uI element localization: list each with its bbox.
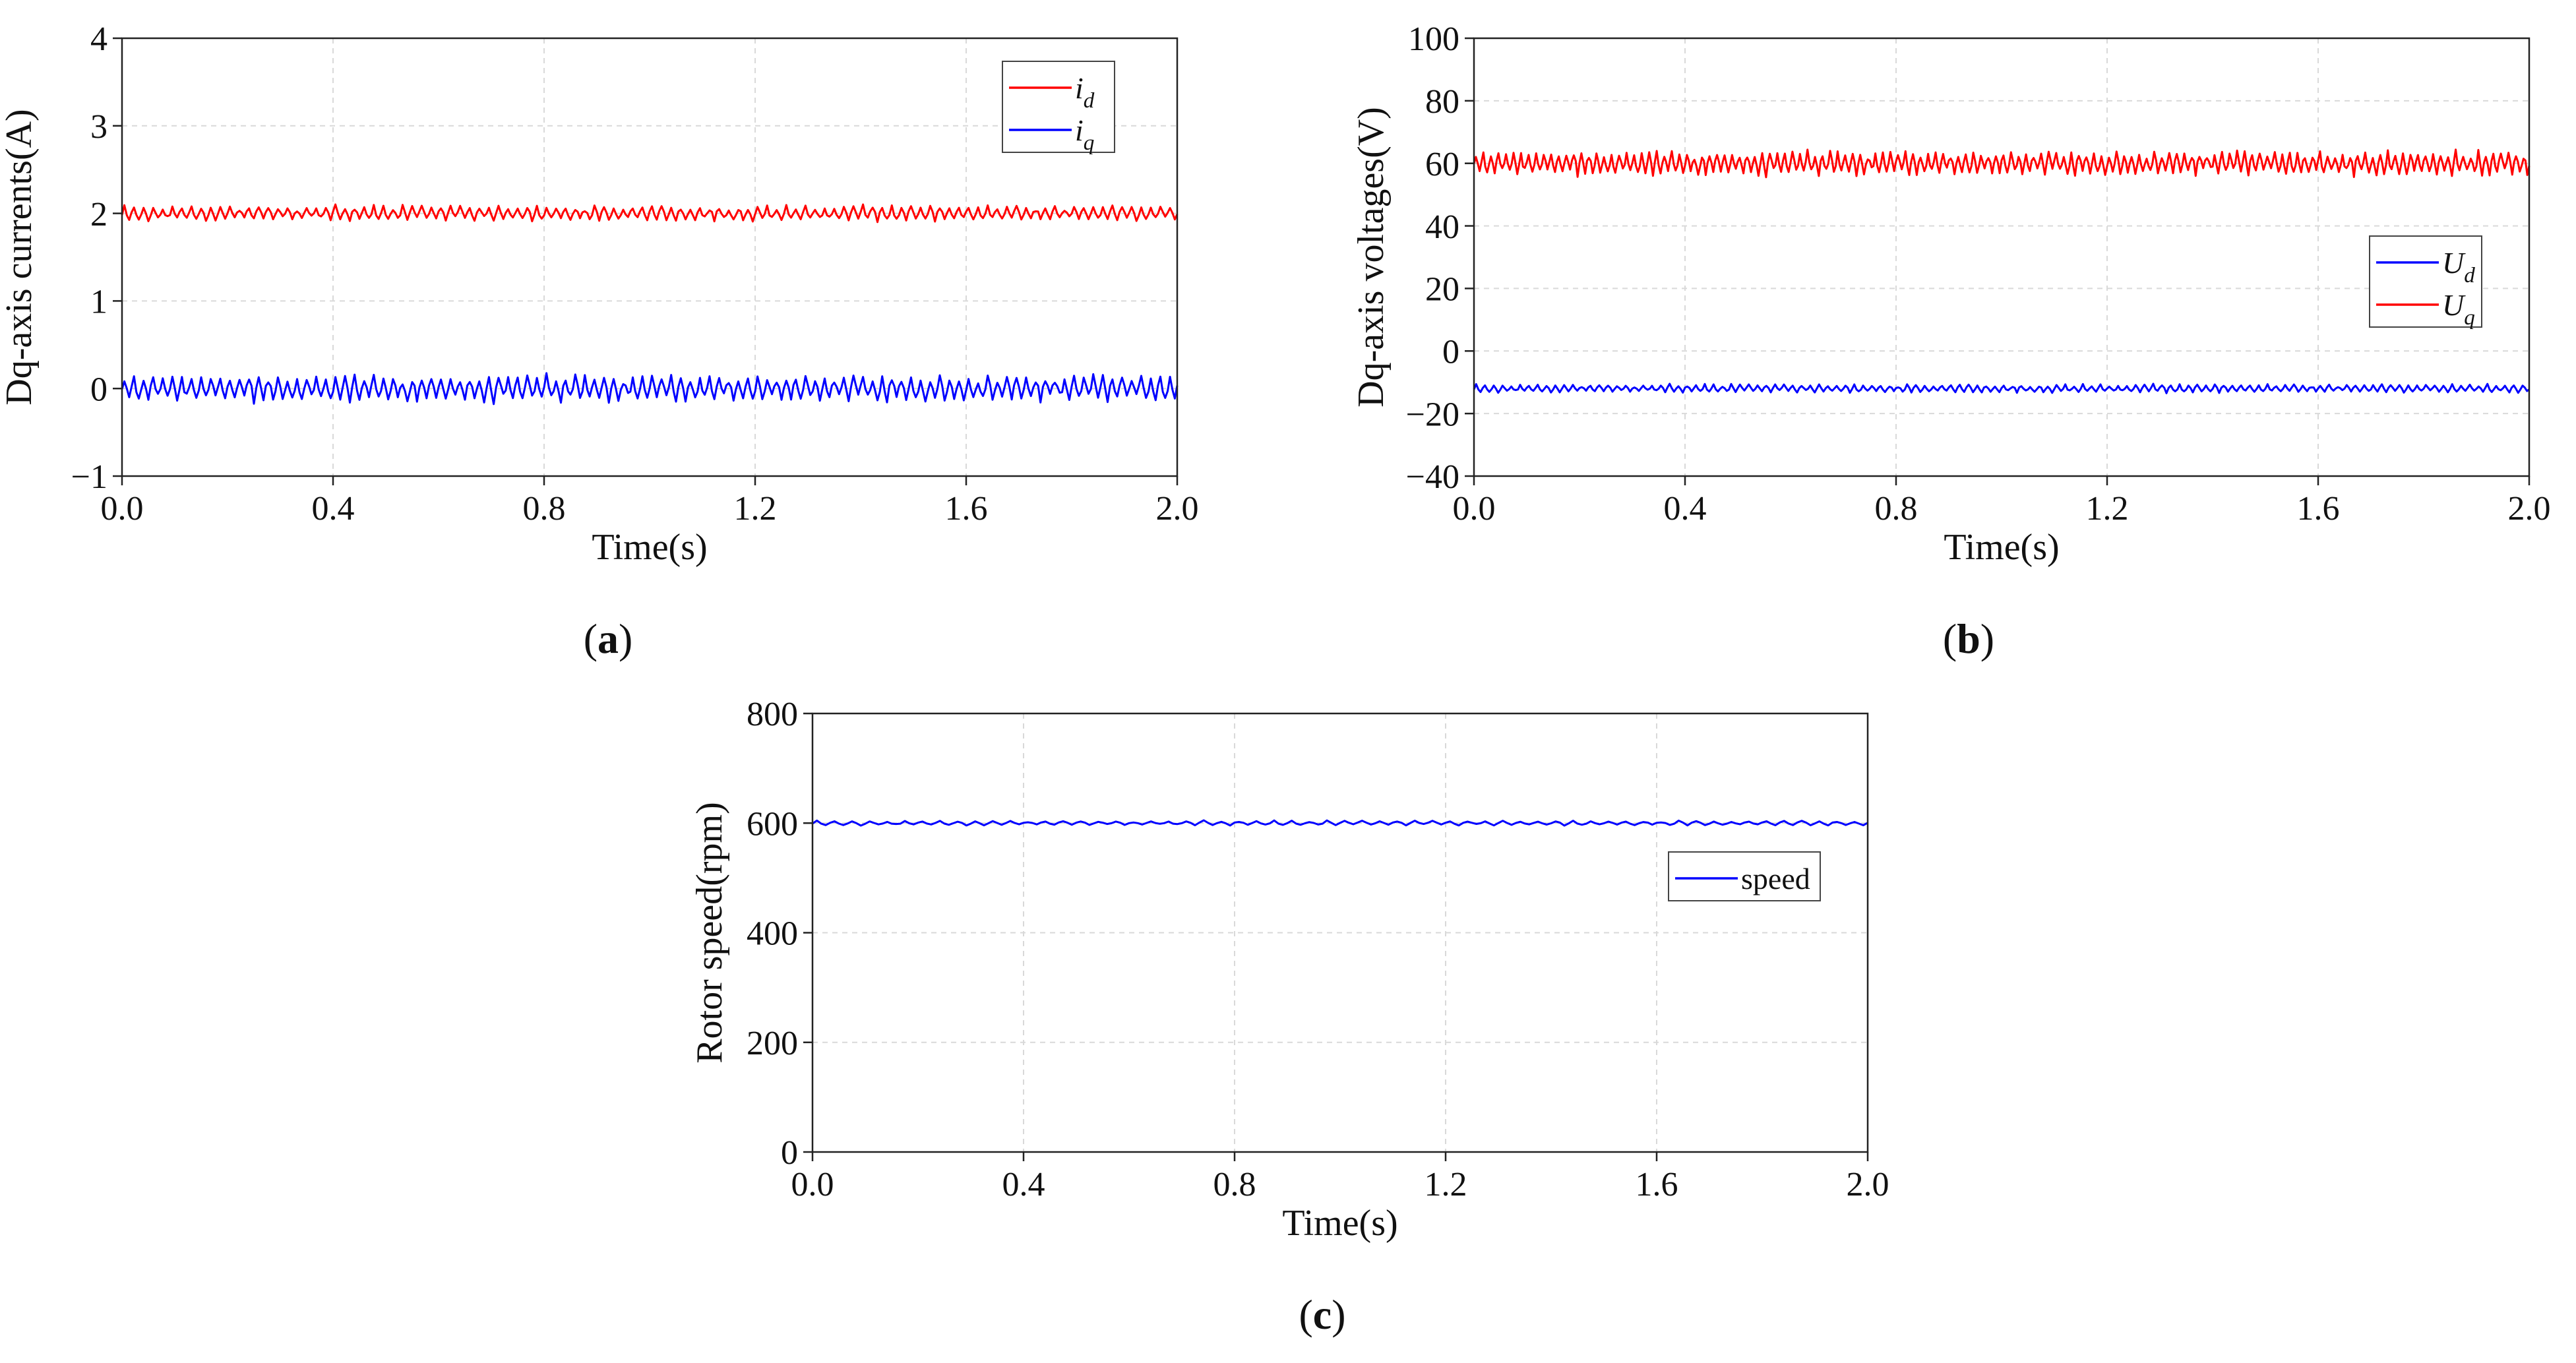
caption-paren: ( <box>1943 615 1957 662</box>
panel-c-speed-chart: 0.0 0.4 0.8 1.2 1.6 2.0 0 200 400 600 800 Time(s)… <box>689 696 1889 1338</box>
caption-letter: b <box>1957 615 1980 662</box>
panel-c-x-tick-label: 1.6 <box>1636 1166 1678 1203</box>
panel-b-y-tick-label: 40 <box>1425 208 1459 246</box>
panel-b-x-tick-label: 1.6 <box>2297 490 2340 528</box>
panel-b-y-tick-label: 20 <box>1425 271 1459 309</box>
panel-b-legend-label-U-d: Ud <box>2442 246 2475 288</box>
panel-a-y-tick-label: 0 <box>90 371 107 408</box>
panel-c-y-tick-label: 800 <box>747 696 798 733</box>
panel-b-voltage-chart: 0.0 0.4 0.8 1.2 1.6 2.0 −40 −20 0 20 40 60 80 100 Ti… <box>1351 20 2551 662</box>
panel-a-x-tick-label: 1.2 <box>734 490 777 528</box>
legend-label-subscript: q <box>2464 305 2475 330</box>
panel-c-x-tick-label: 0.4 <box>1002 1166 1045 1203</box>
panel-a-x-tick-label: 0.8 <box>523 490 566 528</box>
panel-b-x-tick-label: 1.2 <box>2086 490 2129 528</box>
panel-c-caption: (c) <box>1299 1291 1345 1338</box>
panel-a-y-tick-label: −1 <box>71 458 107 496</box>
panel-c-x-tick-label: 1.2 <box>1425 1166 1467 1203</box>
panel-b-y-tick-label: 0 <box>1442 333 1459 371</box>
panel-b-y-axis-label: Dq-axis voltages(V) <box>1351 107 1392 408</box>
panel-c-legend-box <box>1668 851 1821 901</box>
legend-label-main: i <box>1075 113 1084 147</box>
panel-c-y-tick-label: 200 <box>747 1025 798 1062</box>
panel-c-legend: speed <box>1668 851 1821 901</box>
panel-c-y-axis-label: Rotor speed(rpm) <box>689 802 730 1064</box>
panel-a-plot-frame <box>121 37 1179 477</box>
caption-letter: a <box>598 615 619 662</box>
panel-a-x-tick-label: 0.4 <box>312 490 355 528</box>
legend-label-main: U <box>2442 246 2466 280</box>
panel-a-legend-label-i-q: iq <box>1075 113 1094 155</box>
panel-a-x-ticks: 0.0 0.4 0.8 1.2 1.6 2.0 <box>101 476 1199 528</box>
panel-a-x-tick-label: 0.0 <box>101 490 144 528</box>
panel-c-x-tick-label: 0.0 <box>791 1166 834 1203</box>
panel-a-series-line-i-q <box>121 372 1179 406</box>
panel-c-y-tick-label: 600 <box>747 805 798 843</box>
legend-label-subscript: d <box>1084 88 1095 113</box>
panel-c-x-axis-label: Time(s) <box>1282 1203 1397 1244</box>
caption-paren: ) <box>1980 615 1994 662</box>
panel-b-y-tick-label: −20 <box>1406 396 1459 433</box>
panel-c-y-ticks: 0 200 400 600 800 <box>747 696 813 1172</box>
legend-label-subscript: d <box>2464 263 2475 288</box>
panel-c-x-ticks: 0.0 0.4 0.8 1.2 1.6 2.0 <box>791 1152 1889 1203</box>
legend-label-main: i <box>1075 71 1084 105</box>
panel-b-series <box>1473 148 2530 394</box>
panel-a-legend-label-i-d: id <box>1075 71 1095 113</box>
panel-a-y-ticks: −1 0 1 2 3 4 <box>71 20 122 496</box>
panel-a-x-tick-label: 2.0 <box>1156 490 1199 528</box>
panel-a-y-tick-label: 1 <box>90 284 107 321</box>
panel-c-series <box>812 819 1868 827</box>
panel-b-y-ticks: −40 −20 0 20 40 60 80 100 <box>1406 20 1474 496</box>
panel-b-x-ticks: 0.0 0.4 0.8 1.2 1.6 2.0 <box>1453 476 2551 528</box>
panel-a-x-tick-label: 1.6 <box>945 490 988 528</box>
caption-paren: ) <box>619 615 632 662</box>
panel-c-y-tick-label: 400 <box>747 915 798 953</box>
panel-c-x-tick-label: 0.8 <box>1213 1166 1256 1203</box>
caption-paren: ( <box>584 615 598 662</box>
panel-b-x-tick-label: 0.8 <box>1875 490 1918 528</box>
panel-b-series-line-U-q <box>1473 148 2530 179</box>
panel-b-plot-frame <box>1473 37 2530 477</box>
panel-b-x-tick-label: 0.4 <box>1664 490 1707 528</box>
legend-label-main: U <box>2442 288 2466 322</box>
panel-b-y-tick-label: 60 <box>1425 146 1459 183</box>
panel-b-x-tick-label: 2.0 <box>2508 490 2551 528</box>
panel-a-caption: (a) <box>584 615 633 662</box>
panel-b-y-tick-label: 80 <box>1425 83 1459 121</box>
panel-a-series-line-i-d <box>121 203 1179 224</box>
panel-b-y-tick-label: −40 <box>1406 458 1459 496</box>
legend-label-subscript: q <box>1084 131 1095 155</box>
caption-paren: ) <box>1332 1291 1345 1338</box>
panel-a-y-tick-label: 4 <box>90 20 107 58</box>
panel-a-legend-box <box>1002 61 1115 153</box>
panel-c-y-tick-label: 0 <box>781 1134 798 1172</box>
panel-a-y-tick-label: 2 <box>90 196 107 233</box>
panel-a-y-tick-label: 3 <box>90 108 107 146</box>
panel-a-current-chart: 0.0 0.4 0.8 1.2 1.6 2.0 −1 0 1 2 3 4 Time(s) Dq-ax… <box>0 20 1199 662</box>
caption-letter: c <box>1313 1291 1332 1338</box>
legend-label-main: speed <box>1741 862 1810 895</box>
panel-c-x-tick-label: 2.0 <box>1847 1166 1889 1203</box>
panel-c-legend-label-speed: speed <box>1741 862 1810 895</box>
panel-b-y-tick-label: 100 <box>1408 20 1459 58</box>
panel-b-legend-label-U-q: Uq <box>2442 288 2475 330</box>
panel-b-legend-box <box>2369 235 2482 328</box>
panel-b-caption: (b) <box>1943 615 1994 662</box>
caption-paren: ( <box>1299 1291 1312 1338</box>
panel-c-series-line-speed <box>812 819 1868 827</box>
panel-a-x-axis-label: Time(s) <box>592 527 707 568</box>
panel-a-y-axis-label: Dq-axis currents(A) <box>0 109 40 405</box>
panel-b-x-axis-label: Time(s) <box>1944 527 2059 568</box>
panel-a-series <box>121 203 1179 406</box>
panel-b-x-tick-label: 0.0 <box>1453 490 1496 528</box>
panel-b-series-line-U-d <box>1473 382 2530 394</box>
